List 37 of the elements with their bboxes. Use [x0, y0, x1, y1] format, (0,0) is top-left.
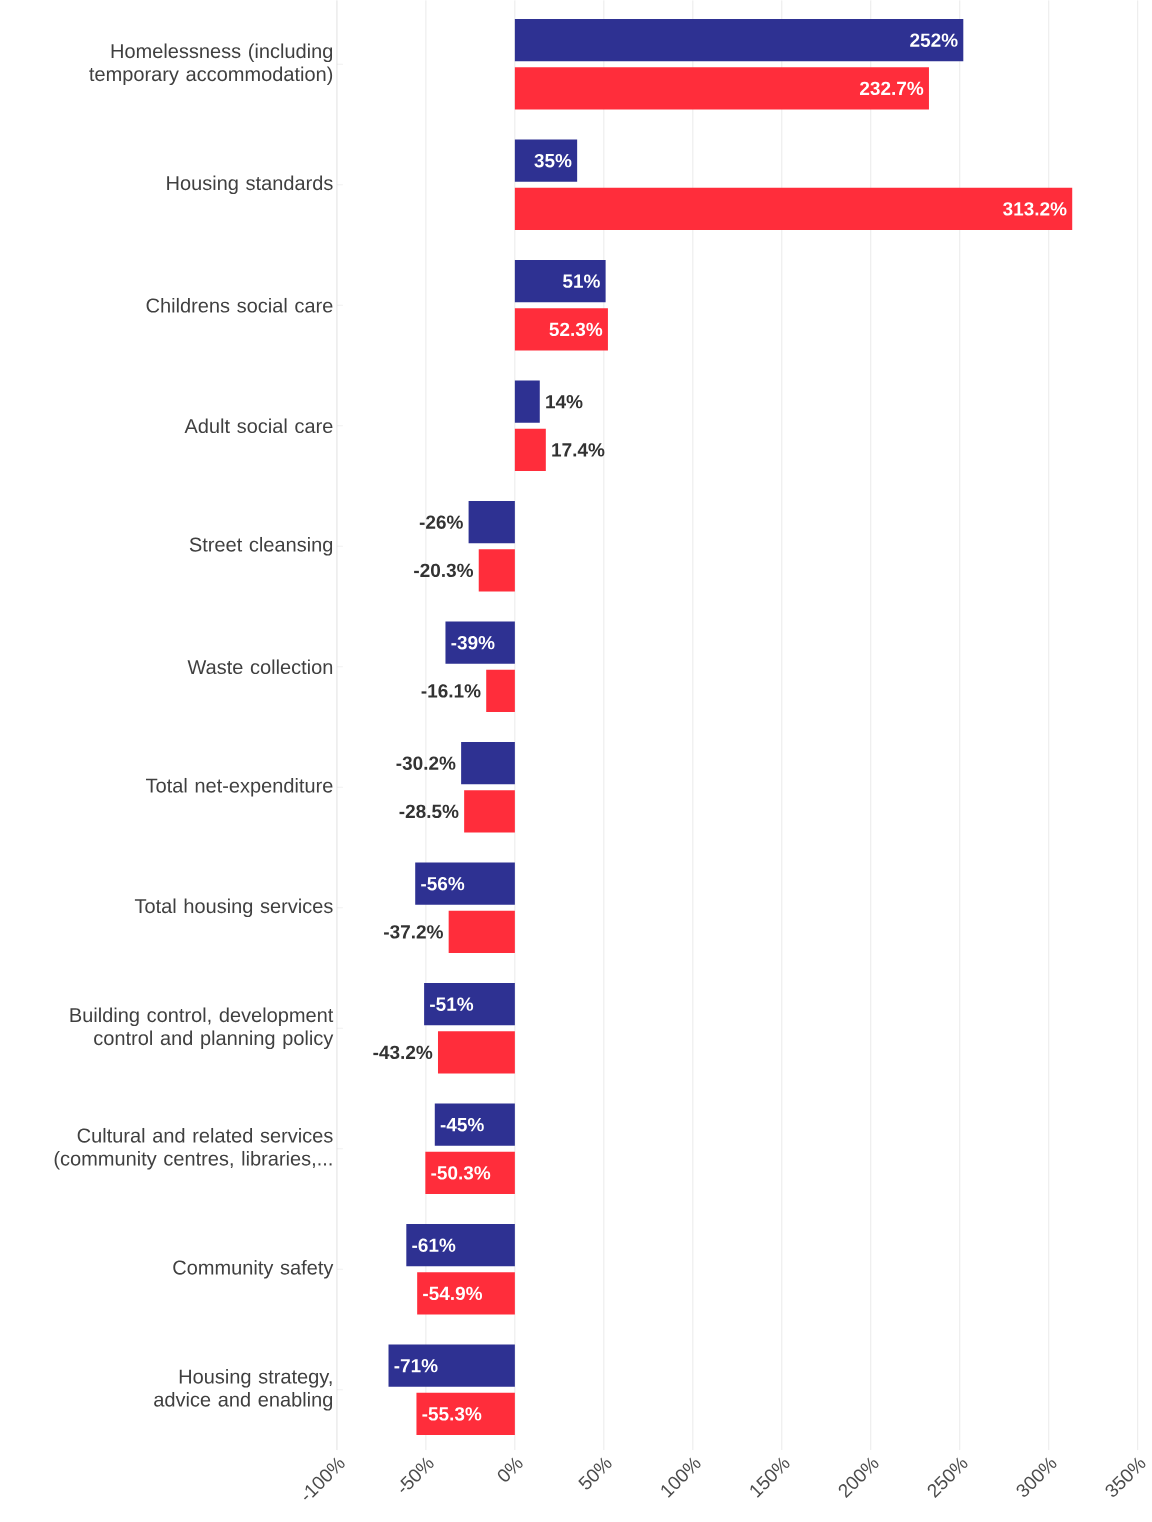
- data-label: -37.2%: [384, 925, 443, 939]
- data-label: 14%: [546, 394, 583, 409]
- data-label: 17.4%: [552, 443, 605, 457]
- data-label: -61%: [412, 1238, 456, 1252]
- y-tick-label: Building control, development control and planning policy: [70, 1007, 334, 1050]
- data-label: -26%: [419, 515, 463, 529]
- y-tick-label: Childrens social care: [146, 297, 333, 313]
- data-label: 52.3%: [549, 322, 603, 337]
- data-label: -43.2%: [373, 1045, 433, 1060]
- data-label: -54.9%: [423, 1286, 483, 1301]
- y-tick-label: Housing standards: [167, 175, 333, 195]
- data-label: -50.3%: [431, 1166, 491, 1180]
- y-tick-label: Homelessness (including temporary accommodation): [89, 43, 333, 86]
- y-tick-label: Total net-expenditure: [146, 777, 333, 797]
- data-label: -20.3%: [414, 563, 474, 578]
- data-label: -39%: [451, 635, 495, 650]
- y-tick-label: Total housing services: [134, 898, 333, 918]
- data-label: -28.5%: [399, 804, 459, 819]
- data-label: -71%: [394, 1359, 438, 1373]
- data-label: 252%: [910, 33, 958, 47]
- y-tick-label: Adult social care: [184, 418, 333, 434]
- y-tick-label: Cultural and related services (community centres, libraries,...: [54, 1127, 333, 1170]
- data-label: 51%: [563, 274, 600, 288]
- y-tick-label: Housing strategy, advice and enabling: [154, 1368, 333, 1411]
- data-label: 313.2%: [1003, 202, 1067, 216]
- y-tick-label: Street cleansing: [189, 536, 333, 556]
- data-label: -51%: [430, 997, 474, 1011]
- data-label: -55.3%: [422, 1407, 482, 1421]
- data-label: 35%: [534, 153, 572, 168]
- y-tick-label: Waste collection: [187, 659, 333, 675]
- data-label: -45%: [440, 1117, 484, 1132]
- data-label: -30.2%: [396, 756, 456, 770]
- data-label: -16.1%: [421, 684, 481, 698]
- y-tick-label: Community safety: [173, 1259, 334, 1279]
- x-tick-label: 0%: [497, 1457, 523, 1482]
- data-label: 232.7%: [860, 81, 924, 96]
- data-label: -56%: [421, 876, 465, 891]
